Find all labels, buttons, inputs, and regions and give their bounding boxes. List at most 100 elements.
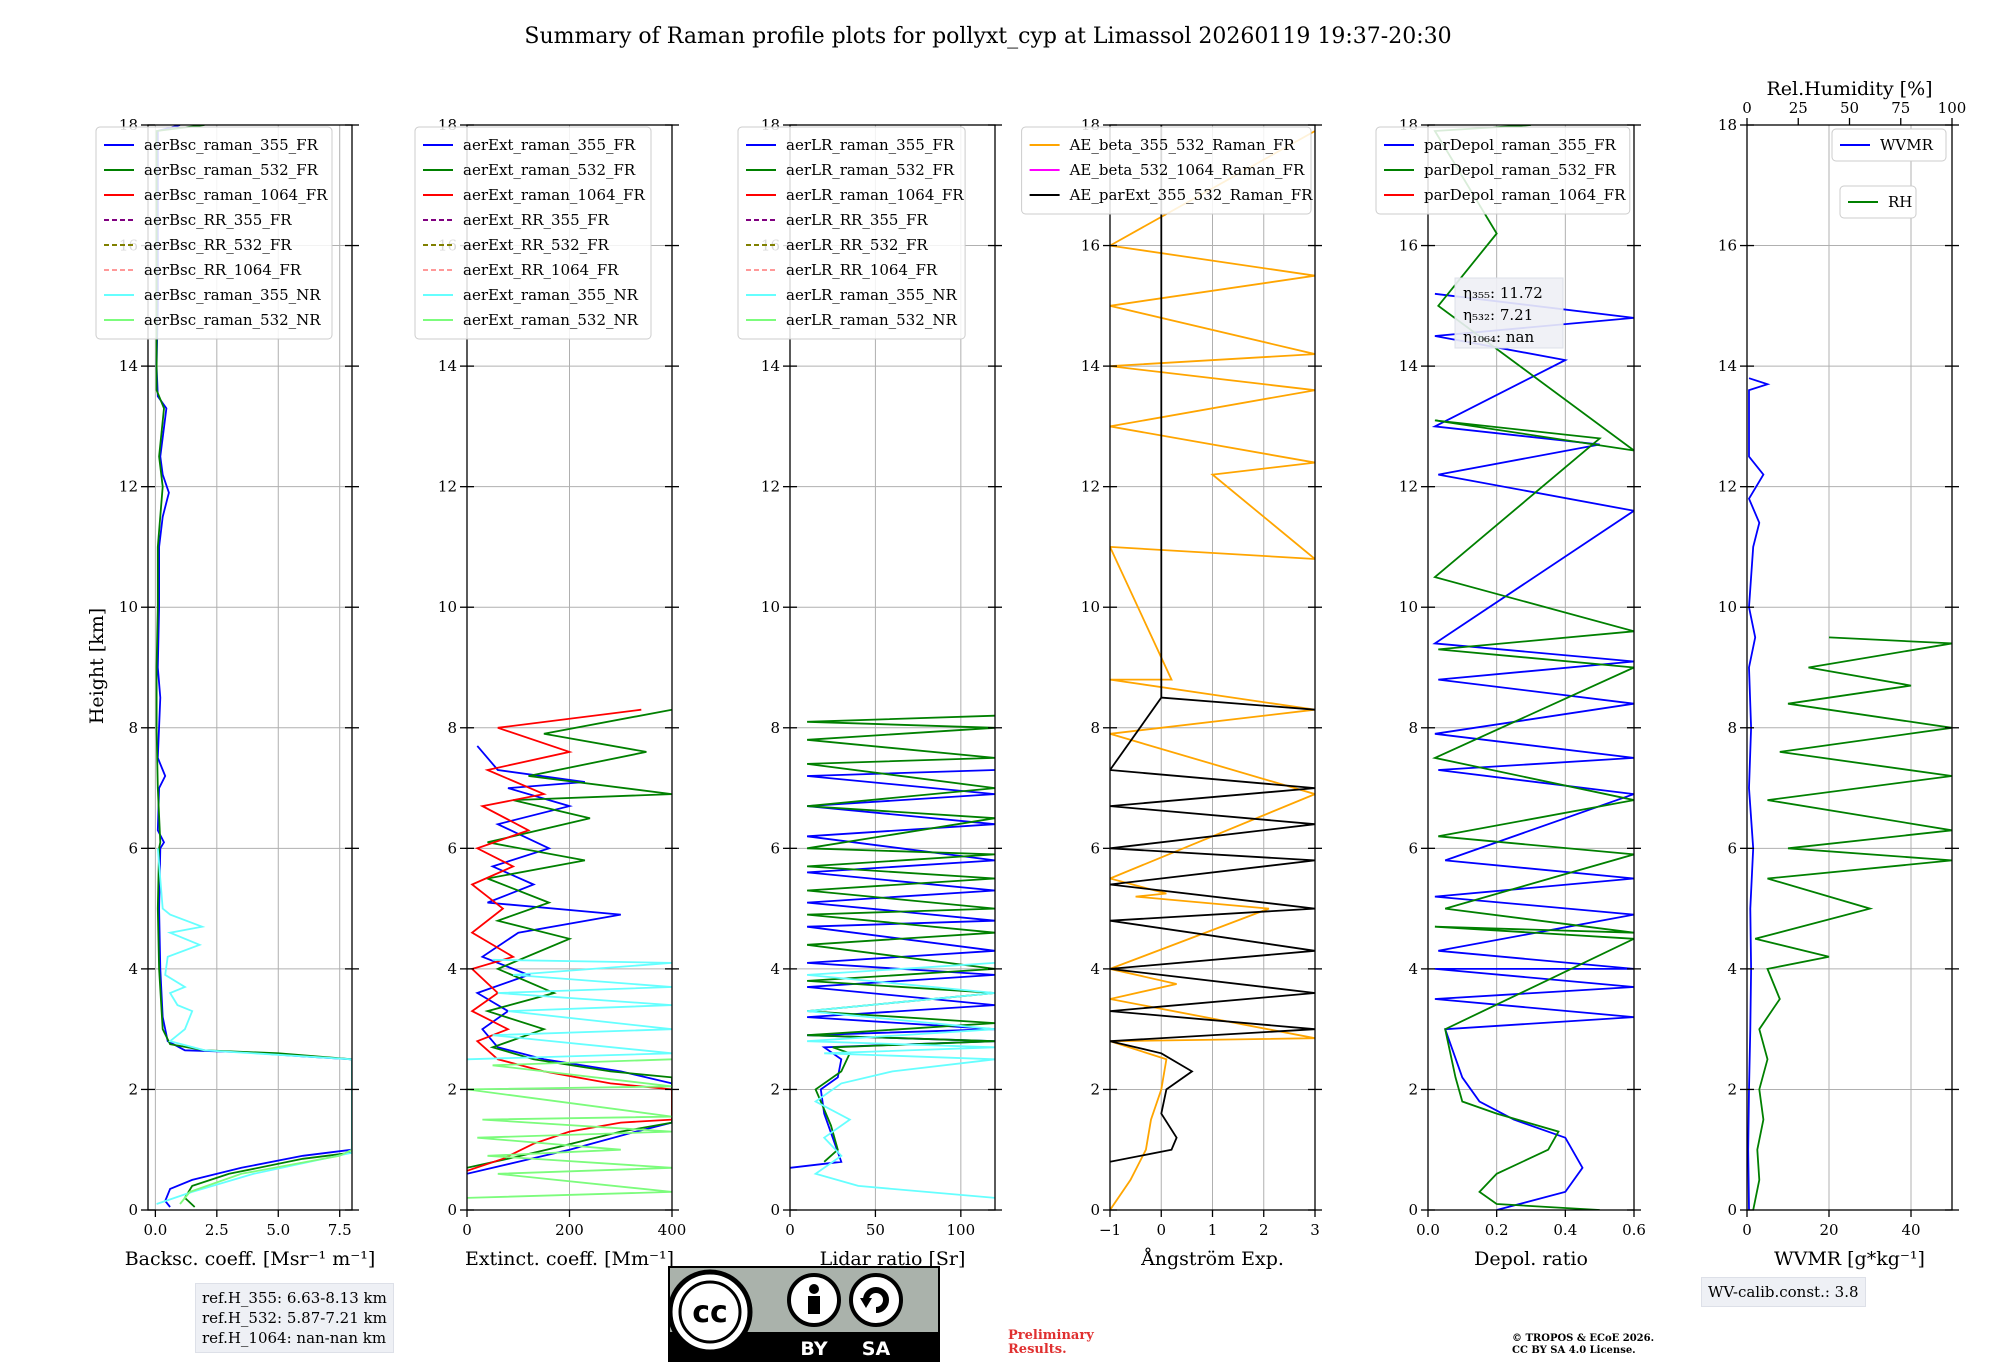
y-tick-label: 6 <box>1408 839 1418 857</box>
ref-height-355: ref.H_355: 6.63-8.13 km <box>202 1289 387 1307</box>
y-tick-label: 14 <box>438 357 457 375</box>
y-tick-label: 10 <box>438 598 457 616</box>
legend-label: aerExt_raman_355_FR <box>463 136 636 154</box>
legend-label: aerExt_raman_1064_FR <box>463 186 645 204</box>
x-tick-label: 0.4 <box>1553 1221 1577 1239</box>
legend-label: aerLR_raman_532_NR <box>786 311 957 329</box>
y-tick-label: 8 <box>1727 719 1737 737</box>
series-aerBsc_raman_532_FR <box>155 125 352 1208</box>
y-tick-label: 8 <box>1090 719 1100 737</box>
series-aerLR_raman_355_FR <box>790 769 995 1169</box>
copyright-line-1: © TROPOS & ECoE 2026. <box>1512 1333 1655 1344</box>
copyright-note: © TROPOS & ECoE 2026. CC BY SA 4.0 Licen… <box>1512 1333 1654 1357</box>
series-aerExt_raman_1064_FR <box>467 708 672 1172</box>
y-tick-label: 0 <box>1408 1201 1418 1219</box>
y-tick-label: 2 <box>1090 1080 1100 1098</box>
legend: aerExt_raman_355_FR aerExt_raman_532_FRae… <box>414 126 652 340</box>
preliminary-note: Preliminary Results. <box>1008 1329 1094 1357</box>
y-tick-label: 10 <box>1399 598 1418 616</box>
legend-label: aerBsc_raman_1064_FR <box>144 186 328 204</box>
share-alike-icon <box>849 1273 903 1327</box>
y-tick-label: 12 <box>761 478 780 496</box>
legend: aerBsc_raman_355_FR aerBsc_raman_532_FRae… <box>95 126 333 340</box>
x-tick-label: 1 <box>1208 1221 1218 1239</box>
legend-label: aerExt_raman_532_NR <box>463 311 639 329</box>
legend-label: aerLR_raman_532_FR <box>786 161 955 179</box>
x-axis-label: WVMR [g*kg⁻¹] <box>1774 1248 1925 1270</box>
reference-height-box: ref.H_355: 6.63-8.13 km ref.H_532: 5.87-… <box>195 1283 394 1353</box>
legend: AE_beta_355_532_Raman_FR AE_beta_532_1064… <box>1021 126 1313 215</box>
y-tick-label: 10 <box>1081 598 1100 616</box>
annotation-line: η₃₅₅: 11.72 <box>1463 284 1543 302</box>
y-tick-label: 0 <box>770 1201 780 1219</box>
y-tick-label: 4 <box>128 960 138 978</box>
series-aerExt_raman_532_FR <box>467 708 672 1169</box>
y-tick-label: 4 <box>1727 960 1737 978</box>
y-tick-label: 2 <box>128 1080 138 1098</box>
x-tick-label: 20 <box>1819 1221 1838 1239</box>
person-icon-head <box>809 1284 819 1294</box>
y-tick-label: 12 <box>1081 478 1100 496</box>
sa-label: SA <box>862 1338 891 1360</box>
annotation-line: η₅₃₂: 7.21 <box>1463 306 1533 324</box>
panel-extinction: 0246810121416180200400Extinct. coeff. [M… <box>414 116 686 1270</box>
x-tick-label: 5.0 <box>266 1221 290 1239</box>
series-RH <box>1752 636 1952 1210</box>
wv-calibration-text: WV-calib.const.: 3.8 <box>1708 1283 1859 1301</box>
x-axis-label: Ångström Exp. <box>1140 1248 1284 1270</box>
annotation-line: η₁₀₆₄: nan <box>1463 328 1534 346</box>
y-tick-label: 8 <box>447 719 457 737</box>
y-tick-label: 6 <box>1727 839 1737 857</box>
x-tick-label: 0 <box>1156 1221 1166 1239</box>
legend-label: aerExt_raman_532_FR <box>463 161 636 179</box>
legend-label: parDepol_raman_1064_FR <box>1424 186 1626 204</box>
x-tick-label: 0.2 <box>1485 1221 1509 1239</box>
y-tick-label: 0 <box>1090 1201 1100 1219</box>
y-tick-label: 8 <box>770 719 780 737</box>
legend-label: aerBsc_raman_532_FR <box>144 161 319 179</box>
y-tick-label: 6 <box>128 839 138 857</box>
series-parDepol_raman_532_FR <box>1432 125 1634 1210</box>
y-tick-label: 10 <box>1718 598 1737 616</box>
y-tick-label: 4 <box>1090 960 1100 978</box>
y-tick-label: 16 <box>1399 237 1418 255</box>
y-tick-label: 0 <box>447 1201 457 1219</box>
x-tick-label: 0.0 <box>143 1221 167 1239</box>
series-group <box>155 125 352 1208</box>
legend-label: aerBsc_raman_532_NR <box>144 311 321 329</box>
y-tick-label: 2 <box>770 1080 780 1098</box>
legend-label: aerLR_RR_355_FR <box>786 211 928 229</box>
wv-calibration-box: WV-calib.const.: 3.8 <box>1701 1277 1866 1307</box>
panel-wvmr: 0 2 4 6 8 10 12 14 16 18 0 20 40 WVMR [g*kg⁻¹] 0 25 50 75… <box>1718 78 1966 1270</box>
legend-label: WVMR <box>1880 136 1934 154</box>
y-tick-label: 18 <box>1718 116 1737 134</box>
y-tick-label: 6 <box>1090 839 1100 857</box>
y-tick-label: 10 <box>119 598 138 616</box>
legend: aerLR_raman_355_FR aerLR_raman_532_FR aerL… <box>737 126 966 340</box>
y-tick-label: 8 <box>1408 719 1418 737</box>
cc-inner-ring <box>678 1280 742 1344</box>
y-tick-label: 6 <box>447 839 457 857</box>
x-tick-label: 0.6 <box>1622 1221 1646 1239</box>
legend-label: AE_beta_532_1064_Raman_FR <box>1069 161 1305 179</box>
share-alike-arc <box>863 1287 889 1313</box>
legend-label: aerLR_raman_355_NR <box>786 286 957 304</box>
legend-label: aerLR_raman_355_FR <box>786 136 955 154</box>
y-axis-label: Height [km] <box>86 608 108 724</box>
cc-by-sa-logo: cc BY SA <box>668 1266 940 1362</box>
x-axis-label: Extinct. coeff. [Mm⁻¹] <box>465 1248 674 1270</box>
series-AE_parExt_355_532_Raman_FR <box>1110 125 1315 1163</box>
legend-label: aerExt_RR_532_FR <box>463 236 610 254</box>
x-tick-label: 3 <box>1310 1221 1320 1239</box>
legend-label: aerLR_raman_1064_FR <box>786 186 964 204</box>
legend-box <box>1375 126 1631 215</box>
x-tick-label: 100 <box>947 1221 976 1239</box>
y-tick-label: 4 <box>1408 960 1418 978</box>
x-tick-label: 7.5 <box>328 1221 352 1239</box>
y-tick-label: 12 <box>438 478 457 496</box>
y-tick-label: 4 <box>770 960 780 978</box>
